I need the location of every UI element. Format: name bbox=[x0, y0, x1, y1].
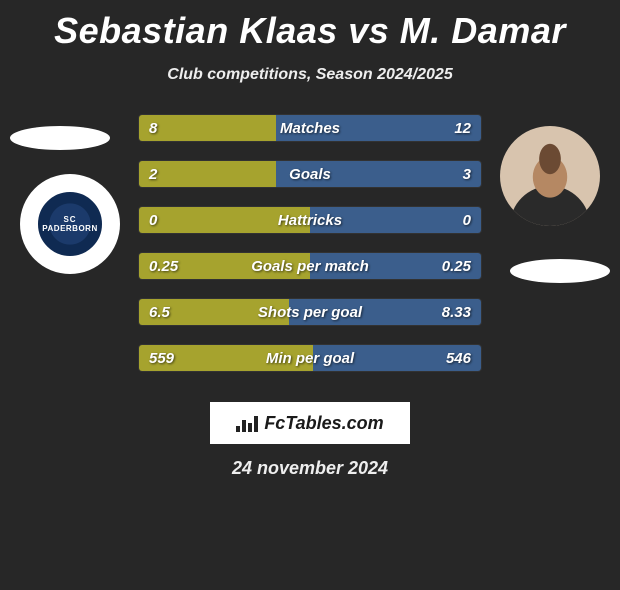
brand-badge: FcTables.com bbox=[210, 402, 410, 444]
stat-row: Goals23 bbox=[138, 160, 482, 188]
stat-bar-left bbox=[139, 207, 310, 233]
page-title: Sebastian Klaas vs M. Damar bbox=[0, 10, 620, 52]
left-player-column: SC PADERBORN bbox=[0, 114, 120, 394]
stat-bar-right bbox=[310, 207, 481, 233]
stat-bar-right bbox=[313, 345, 481, 371]
right-club-logo-placeholder bbox=[510, 259, 610, 283]
stat-row: Shots per goal6.58.33 bbox=[138, 298, 482, 326]
stat-bar-left bbox=[139, 115, 276, 141]
stat-bar-left bbox=[139, 345, 313, 371]
right-player-photo bbox=[500, 126, 600, 226]
brand-chart-icon bbox=[236, 414, 258, 432]
stat-bar-right bbox=[289, 299, 481, 325]
club-logo-text-top: SC bbox=[63, 215, 76, 224]
left-player-photo-placeholder bbox=[10, 126, 110, 150]
club-logo-text-bottom: PADERBORN bbox=[42, 224, 97, 233]
stat-row: Goals per match0.250.25 bbox=[138, 252, 482, 280]
stat-row: Matches812 bbox=[138, 114, 482, 142]
left-club-logo: SC PADERBORN bbox=[20, 174, 120, 274]
stat-bar-right bbox=[310, 253, 481, 279]
brand-text: FcTables.com bbox=[264, 413, 383, 434]
stat-bar-right bbox=[276, 161, 481, 187]
stat-bar-left bbox=[139, 299, 289, 325]
stat-row: Min per goal559546 bbox=[138, 344, 482, 372]
page-subtitle: Club competitions, Season 2024/2025 bbox=[0, 66, 620, 84]
stat-bar-left bbox=[139, 253, 310, 279]
right-player-column bbox=[500, 114, 620, 394]
stat-row: Hattricks00 bbox=[138, 206, 482, 234]
stat-bar-right bbox=[276, 115, 481, 141]
stat-bars: Matches812 Goals23 Hattricks00 Goals per ma… bbox=[138, 114, 482, 390]
footer-date: 24 november 2024 bbox=[0, 458, 620, 479]
stat-bar-left bbox=[139, 161, 276, 187]
comparison-area: SC PADERBORN Matches812 Goals23 Hattricks0… bbox=[0, 114, 620, 394]
